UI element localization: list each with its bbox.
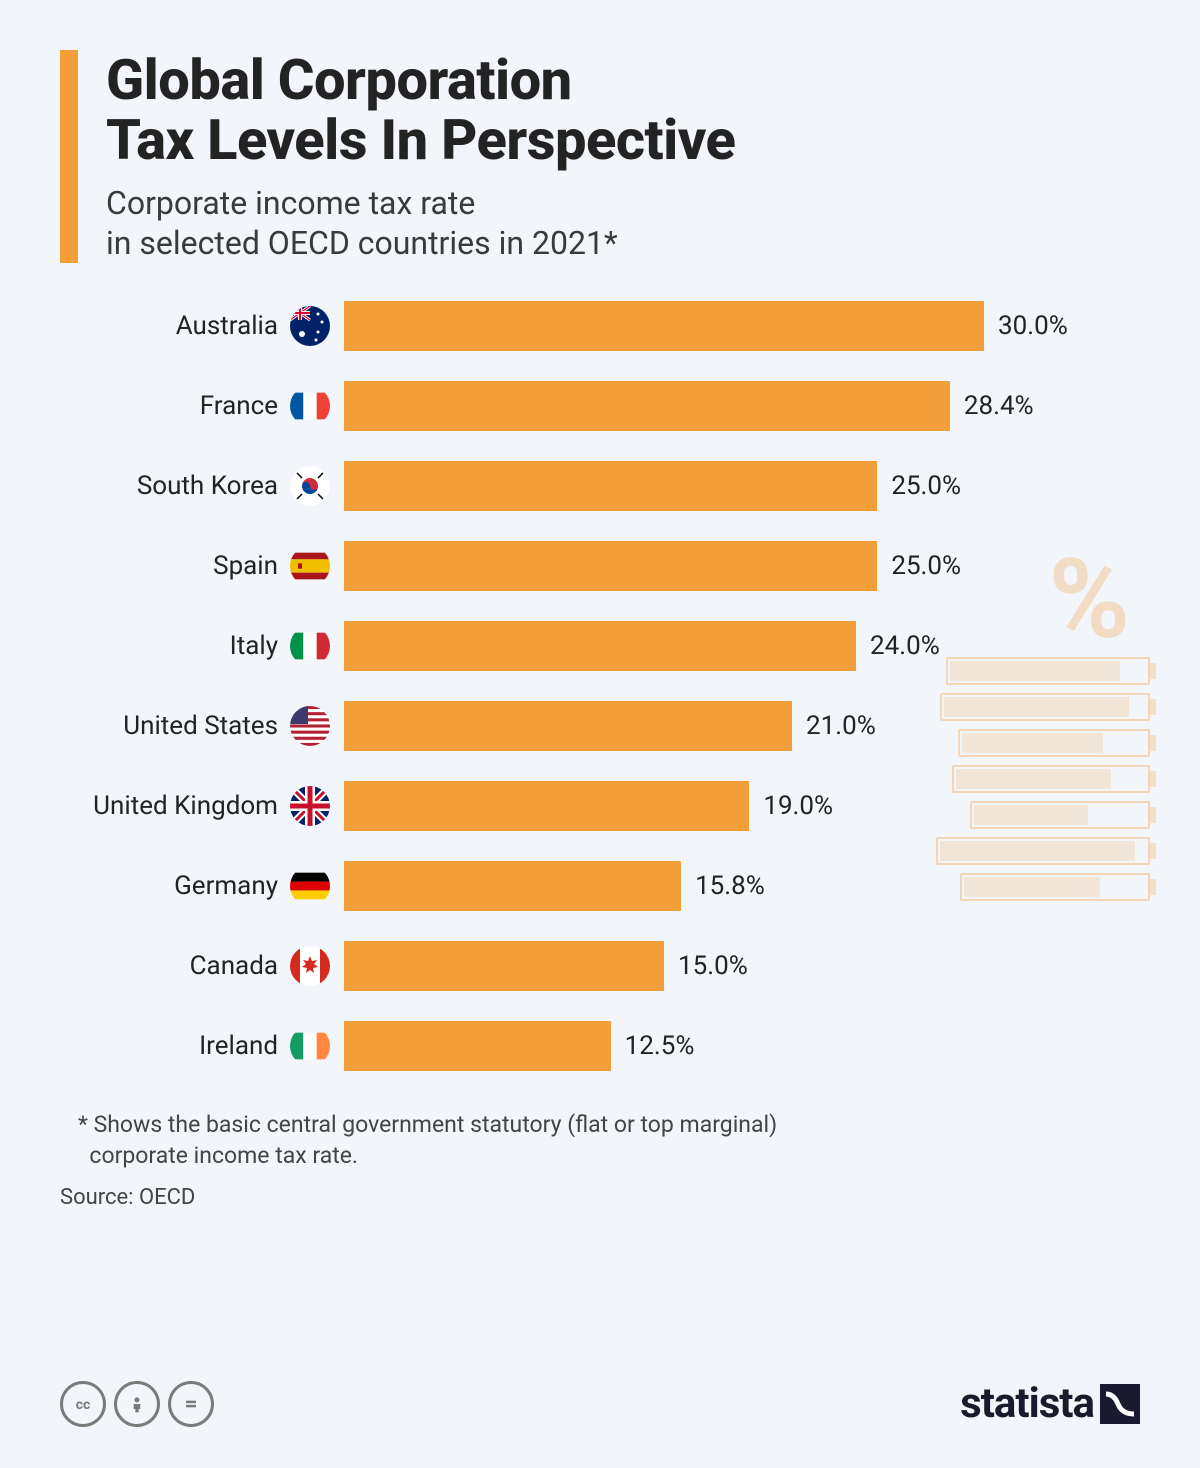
flag-icon-it: [290, 626, 330, 666]
country-label: South Korea: [60, 471, 290, 501]
chart-row: Spain 25.0%: [60, 533, 1140, 599]
flag-icon-es: [290, 546, 330, 586]
footnote: * Shows the basic central government sta…: [60, 1109, 1140, 1171]
country-label: Spain: [60, 551, 290, 581]
bar-track: 25.0%: [344, 541, 1140, 591]
bar: [344, 861, 681, 911]
flag-icon-ca: [290, 946, 330, 986]
license-badges: cc: [60, 1381, 214, 1427]
title-line-1: Global Corporation: [106, 47, 572, 113]
bar-track: 28.4%: [344, 381, 1140, 431]
flag-icon-ie: [290, 1026, 330, 1066]
country-label: Canada: [60, 951, 290, 981]
footer: cc statista: [60, 1379, 1140, 1428]
bar-track: 15.0%: [344, 941, 1140, 991]
bar-track: 30.0%: [344, 301, 1140, 351]
header: Global Corporation Tax Levels In Perspec…: [60, 50, 1140, 263]
value-label: 15.0%: [678, 951, 748, 981]
footnote-line-1: * Shows the basic central government sta…: [78, 1111, 777, 1138]
value-label: 28.4%: [964, 391, 1034, 421]
value-label: 21.0%: [806, 711, 876, 741]
chart-row: South Korea 25.0%: [60, 453, 1140, 519]
bar: [344, 301, 984, 351]
statista-logo: statista: [960, 1379, 1140, 1428]
bar: [344, 461, 877, 511]
title-block: Global Corporation Tax Levels In Perspec…: [106, 50, 1140, 263]
country-label: France: [60, 391, 290, 421]
chart-row: Ireland 12.5%: [60, 1013, 1140, 1079]
bar-track: 19.0%: [344, 781, 1140, 831]
country-label: Italy: [60, 631, 290, 661]
bar: [344, 381, 950, 431]
value-label: 25.0%: [891, 471, 961, 501]
country-label: Germany: [60, 871, 290, 901]
chart-row: Australia 30.0%: [60, 293, 1140, 359]
bar: [344, 701, 792, 751]
bar: [344, 781, 749, 831]
bar: [344, 941, 664, 991]
country-label: United States: [60, 711, 290, 741]
bar-track: 15.8%: [344, 861, 1140, 911]
by-icon: [114, 1381, 160, 1427]
value-label: 19.0%: [763, 791, 833, 821]
country-label: Ireland: [60, 1031, 290, 1061]
value-label: 30.0%: [998, 311, 1068, 341]
flag-icon-au: [290, 306, 330, 346]
cc-icon: cc: [60, 1381, 106, 1427]
bar: [344, 541, 877, 591]
country-label: Australia: [60, 311, 290, 341]
bar: [344, 621, 856, 671]
nd-icon: [168, 1381, 214, 1427]
title-line-2: Tax Levels In Perspective: [106, 107, 735, 173]
logo-mark-icon: [1100, 1384, 1140, 1424]
flag-icon-de: [290, 866, 330, 906]
value-label: 25.0%: [891, 551, 961, 581]
bar-track: 25.0%: [344, 461, 1140, 511]
source-label: Source: OECD: [60, 1185, 1140, 1210]
footnote-line-2: corporate income tax rate.: [89, 1142, 358, 1169]
bar-track: 21.0%: [344, 701, 1140, 751]
value-label: 15.8%: [695, 871, 765, 901]
value-label: 12.5%: [625, 1031, 695, 1061]
chart-subtitle: Corporate income tax rate in selected OE…: [106, 183, 1140, 263]
flag-icon-fr: [290, 386, 330, 426]
bar-track: 12.5%: [344, 1021, 1140, 1071]
subtitle-line-2: in selected OECD countries in 2021*: [106, 224, 618, 262]
logo-text: statista: [960, 1379, 1094, 1428]
chart-row: Canada 15.0%: [60, 933, 1140, 999]
chart-row: Germany 15.8%: [60, 853, 1140, 919]
chart-row: Italy 24.0%: [60, 613, 1140, 679]
svg-text:cc: cc: [76, 1397, 91, 1413]
chart-title: Global Corporation Tax Levels In Perspec…: [106, 50, 1140, 171]
flag-icon-us: [290, 706, 330, 746]
chart-row: United States 21.0%: [60, 693, 1140, 759]
country-label: United Kingdom: [60, 791, 290, 821]
chart-row: United Kingdom 19.0%: [60, 773, 1140, 839]
subtitle-line-1: Corporate income tax rate: [106, 184, 475, 222]
flag-icon-kr: [290, 466, 330, 506]
bar-track: 24.0%: [344, 621, 1140, 671]
bar-chart: Australia 30.0% France 28.4% South Korea…: [60, 293, 1140, 1079]
value-label: 24.0%: [870, 631, 940, 661]
accent-bar: [60, 50, 78, 263]
chart-row: France 28.4%: [60, 373, 1140, 439]
bar: [344, 1021, 611, 1071]
flag-icon-gb: [290, 786, 330, 826]
